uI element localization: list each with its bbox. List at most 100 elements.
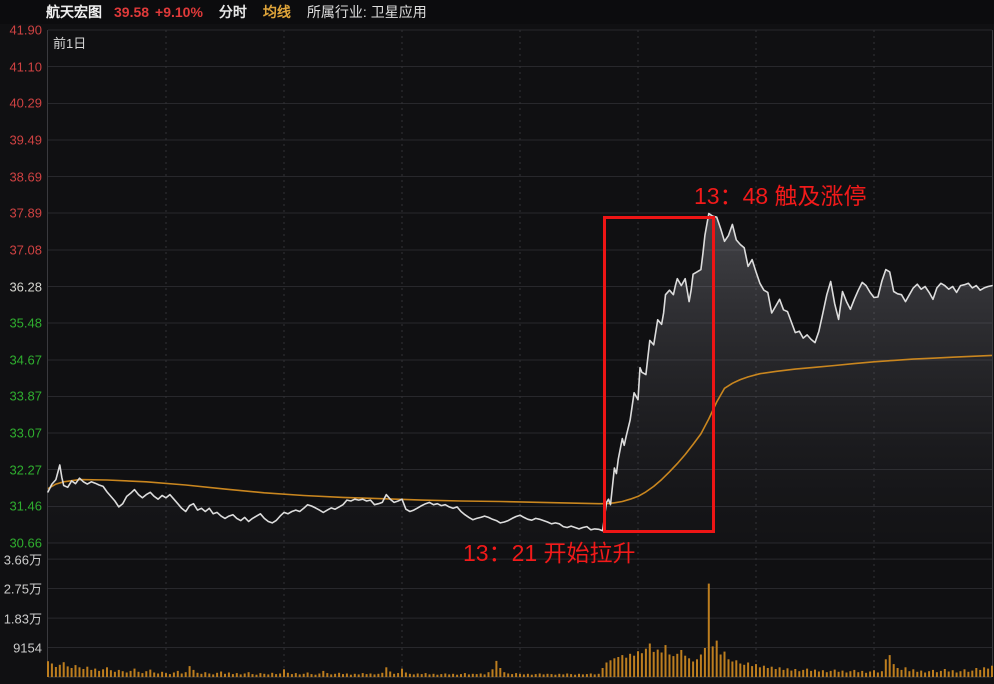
volume-bar — [117, 669, 120, 677]
volume-bar — [522, 674, 525, 677]
volume-bar — [511, 674, 514, 677]
volume-bar — [542, 674, 545, 677]
volume-bar — [550, 674, 553, 677]
volume-bar — [475, 674, 478, 677]
volume-bar — [680, 650, 683, 677]
volume-bar — [609, 660, 612, 677]
volume-bar — [247, 672, 250, 677]
volume-bar — [106, 667, 108, 677]
volume-bar — [664, 645, 667, 677]
volume-bar — [338, 672, 341, 677]
volume-bar — [880, 671, 883, 677]
volume-bar — [656, 649, 659, 677]
volume-bar — [991, 665, 993, 677]
annotation-limit-up: 13：48 触及涨停 — [694, 183, 867, 209]
volume-bar — [821, 670, 824, 677]
volume-bar — [416, 673, 419, 677]
volume-bar — [298, 674, 301, 677]
volume-bar — [751, 666, 754, 677]
volume-bar — [806, 668, 809, 677]
volume-bar — [747, 662, 750, 677]
volume-bar — [279, 673, 282, 677]
volume-bar — [479, 673, 482, 677]
volume-bar — [597, 673, 600, 677]
volume-bar — [483, 674, 486, 677]
volume-bar — [314, 674, 317, 677]
volume-bar — [928, 671, 931, 677]
volume-bar — [243, 673, 246, 677]
volume-bar — [637, 651, 639, 677]
volume-bar — [857, 672, 860, 677]
volume-bar — [495, 660, 498, 677]
volume-bar — [684, 655, 687, 677]
volume-bar — [617, 657, 620, 677]
volume-bar — [408, 673, 411, 677]
volume-bar — [345, 673, 348, 677]
volume-bar — [786, 668, 789, 677]
volume-bar — [770, 666, 773, 677]
volume-bar — [263, 673, 266, 677]
chart-header: 航天宏图 39.58 +9.10% 分时 均线 所属行业: 卫星应用 — [0, 0, 994, 24]
volume-bar — [774, 669, 777, 678]
volume-bar — [62, 662, 65, 677]
volume-bar — [165, 673, 167, 677]
volume-bar — [290, 674, 293, 677]
volume-bar — [519, 673, 521, 677]
volume-bar — [74, 665, 77, 677]
volume-bar — [782, 669, 785, 677]
volume-bar — [790, 670, 793, 677]
volume-bar — [766, 668, 769, 677]
volume-bar — [180, 673, 183, 677]
volume-bar — [456, 674, 459, 677]
volume-bar — [467, 674, 470, 677]
volume-bar — [255, 674, 258, 677]
volume-bar — [562, 674, 565, 677]
volume-bar — [267, 674, 270, 677]
volume-bar — [711, 646, 714, 677]
volume-bar — [581, 674, 584, 677]
volume-bar — [90, 669, 93, 677]
volume-bar — [833, 669, 836, 677]
volume-bar — [330, 674, 333, 677]
volume-bar — [239, 674, 242, 677]
volume-bar — [979, 669, 982, 677]
volume-bar — [235, 673, 238, 677]
volume-bar — [141, 673, 144, 677]
volume-bar — [566, 673, 569, 677]
volume-bar — [983, 667, 986, 677]
volume-bar — [471, 673, 474, 677]
volume-bar — [904, 667, 907, 677]
volume-bar — [719, 654, 722, 677]
volume-bar — [432, 673, 435, 677]
volume-bar — [58, 664, 61, 677]
volume-bar — [739, 663, 742, 677]
volume-bar — [896, 668, 899, 677]
volume-bar — [861, 670, 864, 677]
volume-bar — [129, 670, 132, 677]
volume-bar — [381, 672, 384, 677]
volume-bar — [404, 672, 407, 677]
volume-bar — [369, 673, 372, 677]
volume-bar — [436, 674, 439, 677]
volume-bar — [849, 671, 852, 677]
volume-bar — [963, 669, 966, 677]
volume-bar — [668, 654, 671, 677]
tab-minute-chart[interactable]: 分时 — [218, 4, 247, 20]
volume-bar — [707, 583, 710, 677]
volume-bar — [54, 667, 57, 677]
volume-bar — [440, 674, 443, 677]
volume-bar — [452, 673, 455, 677]
volume-bar — [188, 666, 191, 677]
volume-bar — [133, 668, 136, 677]
volume-bar — [692, 661, 695, 677]
volume-bar — [401, 668, 403, 677]
volume-bar — [444, 673, 447, 677]
volume-bar — [98, 670, 101, 677]
volume-bar — [283, 669, 285, 677]
volume-bar — [699, 654, 702, 677]
volume-bar — [168, 674, 171, 677]
volume-bar — [318, 673, 321, 677]
tab-average-line[interactable]: 均线 — [262, 4, 291, 20]
